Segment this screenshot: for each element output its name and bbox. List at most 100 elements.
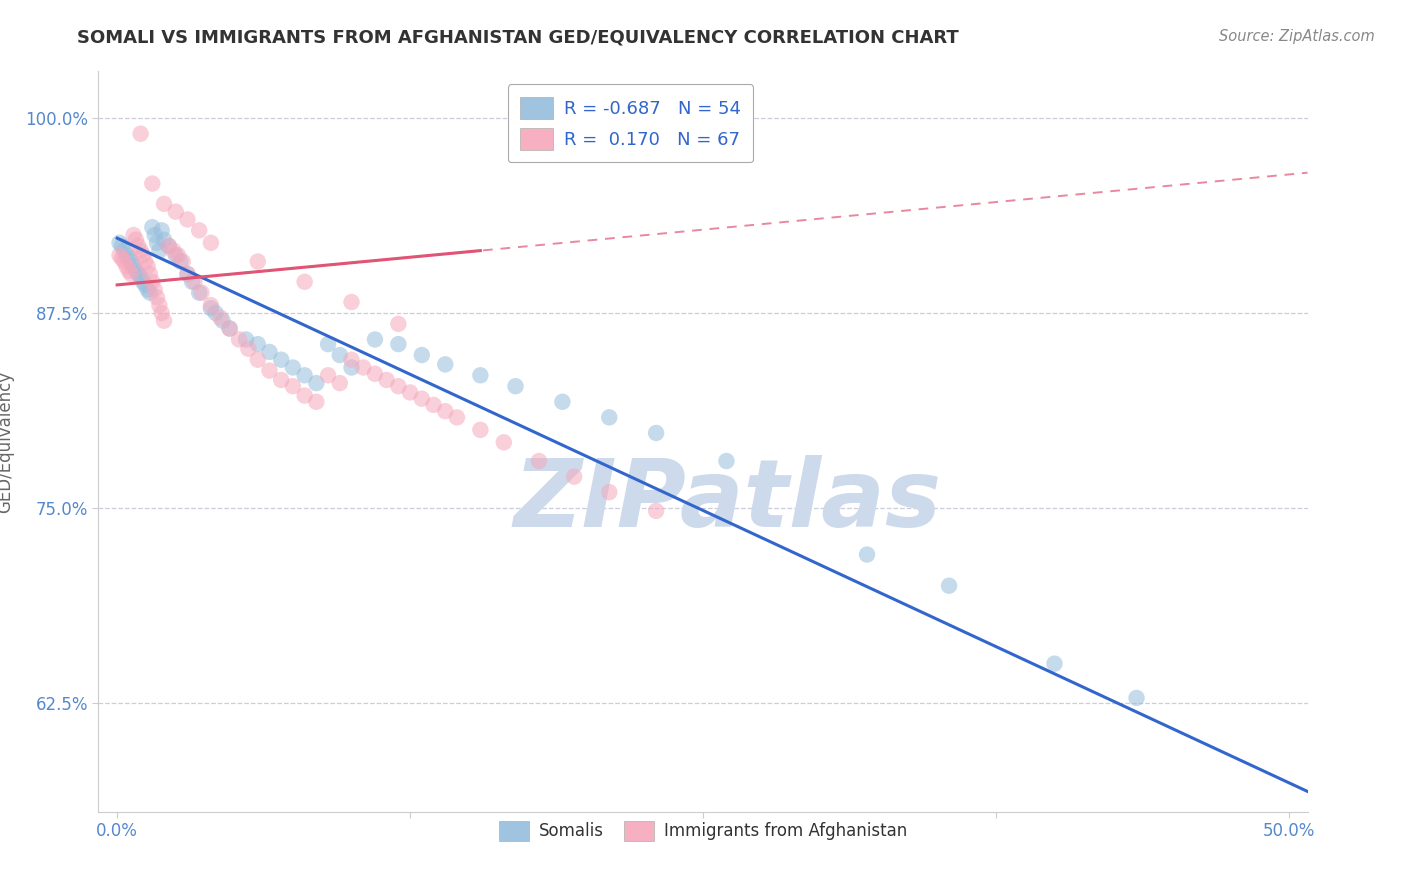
Point	[204, 306, 226, 320]
Point	[125, 233, 148, 247]
Point	[118, 252, 141, 266]
Point	[150, 223, 173, 237]
Point	[505, 379, 527, 393]
Point	[316, 337, 339, 351]
Point	[139, 267, 162, 281]
Point	[551, 394, 574, 409]
Point	[598, 485, 620, 500]
Point	[470, 423, 492, 437]
Point	[108, 248, 131, 262]
Point	[167, 248, 190, 262]
Point	[120, 267, 142, 281]
Point	[108, 235, 131, 250]
Point	[281, 360, 304, 375]
Point	[259, 363, 281, 377]
Point	[115, 259, 138, 273]
Point	[127, 267, 149, 281]
Point	[122, 227, 145, 242]
Point	[129, 270, 152, 285]
Point	[387, 317, 409, 331]
Point	[329, 348, 352, 362]
Point	[143, 283, 166, 297]
Legend: Somalis, Immigrants from Afghanistan: Somalis, Immigrants from Afghanistan	[492, 814, 914, 847]
Point	[200, 301, 222, 316]
Point	[434, 404, 457, 418]
Point	[938, 579, 960, 593]
Point	[188, 223, 211, 237]
Point	[562, 469, 585, 483]
Point	[645, 504, 668, 518]
Point	[148, 298, 170, 312]
Point	[112, 244, 135, 258]
Point	[246, 352, 269, 367]
Point	[139, 285, 162, 300]
Point	[176, 267, 198, 281]
Point	[329, 376, 352, 390]
Point	[141, 275, 163, 289]
Point	[111, 252, 134, 266]
Point	[352, 360, 374, 375]
Point	[364, 367, 387, 381]
Point	[411, 348, 433, 362]
Point	[127, 239, 149, 253]
Point	[294, 368, 316, 383]
Point	[218, 321, 240, 335]
Point	[387, 379, 409, 393]
Point	[527, 454, 550, 468]
Point	[598, 410, 620, 425]
Point	[375, 373, 398, 387]
Point	[364, 333, 387, 347]
Point	[294, 275, 316, 289]
Point	[153, 314, 176, 328]
Point	[238, 342, 260, 356]
Point	[645, 425, 668, 440]
Point	[115, 248, 138, 262]
Point	[129, 127, 152, 141]
Point	[209, 310, 232, 325]
Point	[270, 373, 292, 387]
Point	[153, 197, 176, 211]
Point	[190, 285, 212, 300]
Point	[1043, 657, 1066, 671]
Point	[281, 379, 304, 393]
Point	[134, 254, 156, 268]
Point	[218, 321, 240, 335]
Point	[129, 244, 152, 258]
Point	[146, 235, 169, 250]
Point	[259, 345, 281, 359]
Point	[120, 254, 142, 268]
Point	[181, 275, 204, 289]
Point	[246, 337, 269, 351]
Point	[228, 333, 250, 347]
Point	[134, 277, 156, 292]
Point	[422, 398, 444, 412]
Point	[492, 435, 515, 450]
Point	[399, 385, 422, 400]
Point	[172, 254, 194, 268]
Point	[235, 333, 257, 347]
Point	[153, 233, 176, 247]
Point	[169, 254, 191, 268]
Point	[125, 264, 148, 278]
Point	[305, 394, 328, 409]
Point	[387, 337, 409, 351]
Point	[340, 360, 363, 375]
Point	[246, 254, 269, 268]
Point	[143, 227, 166, 242]
Point	[141, 177, 163, 191]
Point	[136, 283, 159, 297]
Point	[148, 244, 170, 258]
Point	[136, 259, 159, 273]
Point	[176, 267, 198, 281]
Point	[165, 204, 187, 219]
Point	[716, 454, 738, 468]
Point	[305, 376, 328, 390]
Text: ZIPatlas: ZIPatlas	[513, 455, 941, 547]
Y-axis label: GED/Equivalency: GED/Equivalency	[0, 370, 14, 513]
Point	[1125, 690, 1147, 705]
Point	[856, 548, 879, 562]
Point	[316, 368, 339, 383]
Point	[434, 358, 457, 372]
Text: Source: ZipAtlas.com: Source: ZipAtlas.com	[1219, 29, 1375, 44]
Point	[111, 239, 134, 253]
